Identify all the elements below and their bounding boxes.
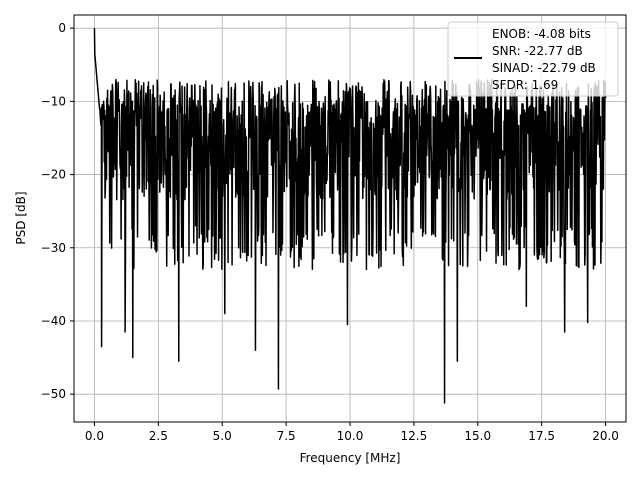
- y-axis-label: PSD [dB]: [14, 191, 28, 244]
- y-tick-label: −50: [41, 387, 66, 401]
- x-tick-label: 12.5: [401, 429, 428, 443]
- x-axis-label: Frequency [MHz]: [300, 451, 401, 465]
- x-tick-label: 17.5: [528, 429, 555, 443]
- x-tick-label: 10.0: [337, 429, 364, 443]
- legend-box: [447, 21, 619, 97]
- y-tick-label: −40: [41, 314, 66, 328]
- legend-entry-snr: SNR: -22.77 dB: [492, 44, 583, 58]
- legend-entry-sfdr: SFDR: 1.69: [492, 78, 558, 92]
- axis-ticks: 0.0 2.5 5.0 7.5 10.0 12.5 15.0 17.5 20.0 0 −10 −20 −…: [41, 21, 619, 443]
- y-tick-label: −30: [41, 241, 66, 255]
- y-tick-label: 0: [58, 21, 66, 35]
- series-layer: [93, 28, 607, 404]
- legend: ENOB: -4.08 bits SNR: -22.77 dB SINAD: -…: [447, 21, 619, 97]
- x-tick-label: 20.0: [592, 429, 619, 443]
- legend-entry-enob: ENOB: -4.08 bits: [492, 27, 591, 41]
- psd-series-line: [93, 28, 607, 404]
- x-tick-label: 2.5: [149, 429, 168, 443]
- y-tick-label: −10: [41, 94, 66, 108]
- x-tick-label: 5.0: [213, 429, 232, 443]
- x-tick-label: 0.0: [85, 429, 104, 443]
- y-tick-label: −20: [41, 168, 66, 182]
- legend-entry-sinad: SINAD: -22.79 dB: [492, 61, 596, 75]
- x-tick-label: 7.5: [277, 429, 296, 443]
- x-tick-label: 15.0: [464, 429, 491, 443]
